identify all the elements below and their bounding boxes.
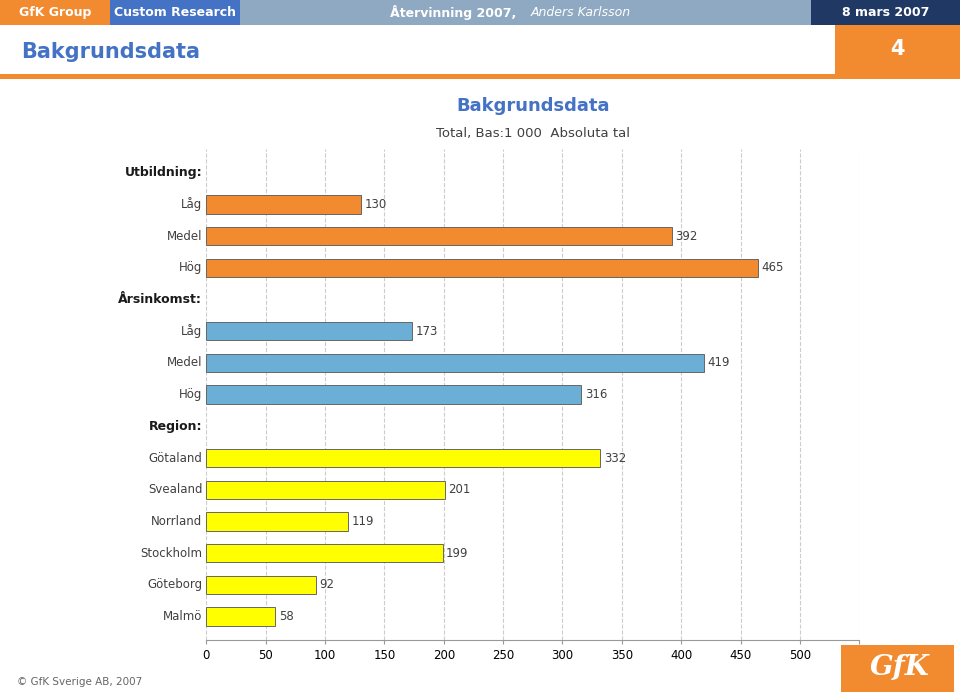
Text: Medel: Medel	[167, 356, 203, 370]
Text: Återvinning 2007,: Återvinning 2007,	[390, 5, 516, 20]
Text: 4: 4	[890, 40, 905, 59]
Text: Norrland: Norrland	[151, 515, 203, 528]
Text: 316: 316	[585, 388, 608, 401]
Text: GfK: GfK	[870, 654, 930, 681]
Text: Bakgrundsdata: Bakgrundsdata	[21, 42, 200, 62]
Bar	[206, 449, 600, 467]
Bar	[110, 0, 240, 25]
Text: Hög: Hög	[179, 261, 203, 274]
Text: 8 mars 2007: 8 mars 2007	[842, 6, 929, 19]
Text: 173: 173	[416, 325, 438, 338]
Bar	[811, 0, 960, 25]
Bar	[206, 544, 443, 562]
Bar	[841, 644, 953, 692]
Text: Årsinkomst:: Årsinkomst:	[118, 293, 203, 306]
Text: 465: 465	[762, 261, 784, 274]
Text: Region:: Region:	[149, 420, 203, 433]
Text: Anders Karlsson: Anders Karlsson	[530, 6, 631, 19]
Bar	[240, 0, 811, 25]
Text: 92: 92	[319, 578, 334, 592]
Text: 119: 119	[351, 515, 373, 528]
Bar	[206, 322, 412, 340]
Bar	[206, 227, 672, 245]
Bar	[206, 576, 316, 594]
Text: Custom Research: Custom Research	[114, 6, 236, 19]
Text: Malmö: Malmö	[163, 610, 203, 623]
Text: Medel: Medel	[167, 230, 203, 243]
Text: Götaland: Götaland	[149, 452, 203, 464]
Text: 392: 392	[675, 230, 698, 243]
Text: Låg: Låg	[181, 324, 203, 338]
Text: Svealand: Svealand	[148, 483, 203, 496]
Text: Stockholm: Stockholm	[140, 546, 203, 560]
Text: © GfK Sverige AB, 2007: © GfK Sverige AB, 2007	[16, 677, 142, 687]
Bar	[206, 196, 361, 214]
Text: GfK Group: GfK Group	[19, 6, 91, 19]
Text: Utbildning:: Utbildning:	[125, 166, 203, 180]
Bar	[206, 259, 758, 277]
Text: 130: 130	[364, 198, 387, 211]
Text: Bakgrundsdata: Bakgrundsdata	[456, 97, 610, 116]
Text: Total, Bas:1 000  Absoluta tal: Total, Bas:1 000 Absoluta tal	[436, 127, 630, 140]
Text: Hög: Hög	[179, 388, 203, 401]
Text: 58: 58	[278, 610, 294, 623]
Bar	[206, 480, 445, 499]
Text: 199: 199	[446, 546, 468, 560]
Bar	[206, 512, 348, 530]
Text: 201: 201	[448, 483, 471, 496]
Text: Låg: Låg	[181, 198, 203, 212]
Text: 419: 419	[708, 356, 730, 370]
Bar	[206, 354, 704, 372]
Bar	[206, 608, 276, 626]
Bar	[0, 0, 110, 25]
Text: Göteborg: Göteborg	[147, 578, 203, 592]
Text: 332: 332	[604, 452, 626, 464]
Bar	[206, 386, 582, 404]
